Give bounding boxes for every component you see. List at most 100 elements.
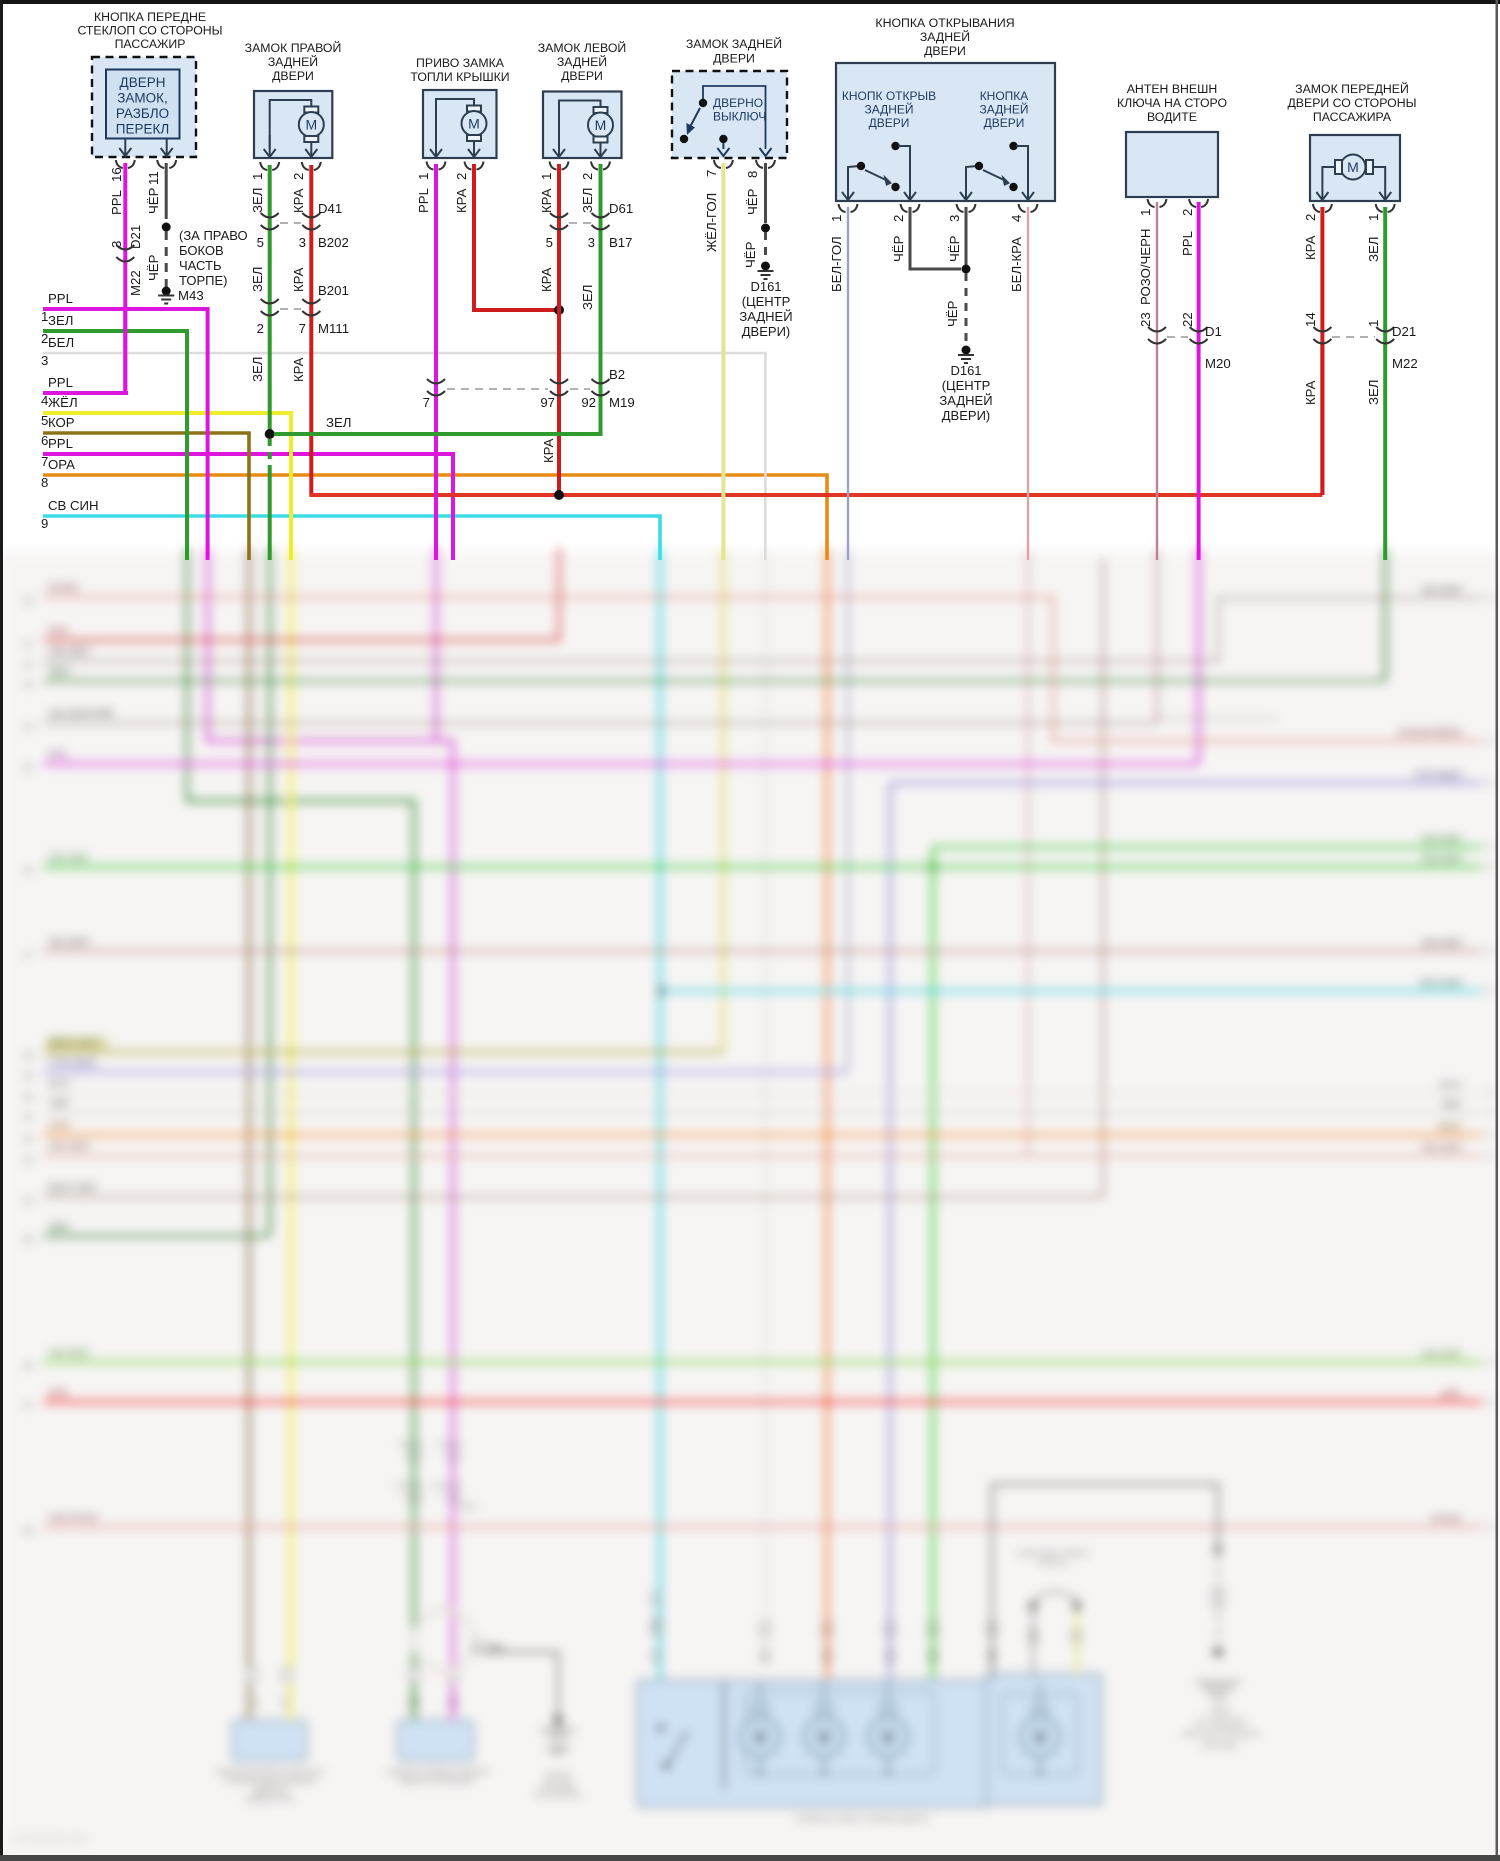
svg-text:3: 3 bbox=[109, 241, 124, 248]
svg-text:КОР: КОР bbox=[48, 415, 75, 430]
svg-text:СВ-ЗЕЛ: СВ-ЗЕЛ bbox=[1421, 853, 1463, 865]
svg-text:3: 3 bbox=[41, 353, 48, 368]
svg-text:5: 5 bbox=[438, 1439, 443, 1449]
svg-text:ЗАДНЕЙ: ЗАДНЕЙ bbox=[557, 54, 607, 69]
svg-text:D1: D1 bbox=[1205, 324, 1222, 339]
svg-text:7: 7 bbox=[704, 170, 719, 177]
svg-text:ЗАМОК ЗАДНЕЙ: ЗАМОК ЗАДНЕЙ bbox=[686, 36, 782, 51]
svg-text:2: 2 bbox=[41, 331, 48, 346]
svg-text:D21: D21 bbox=[1392, 324, 1416, 339]
svg-text:ДВЕРН: ДВЕРН bbox=[120, 75, 166, 90]
svg-text:ЗА ЗАДНЕЙ: ЗА ЗАДНЕЙ bbox=[1195, 1717, 1246, 1728]
svg-text:ТОРПЕ): ТОРПЕ) bbox=[179, 273, 227, 288]
svg-text:20: 20 bbox=[22, 1091, 34, 1103]
svg-text:27: 27 bbox=[22, 1400, 34, 1412]
svg-text:21: 21 bbox=[394, 1481, 404, 1491]
svg-text:СВ СИН: СВ СИН bbox=[48, 498, 99, 513]
svg-text:ЗЕЛ: ЗЕЛ bbox=[250, 357, 265, 382]
svg-text:17: 17 bbox=[22, 949, 34, 961]
svg-text:97: 97 bbox=[540, 395, 555, 410]
svg-text:ЧАСТЬЮ ПАНЕЛИ: ЧАСТЬЮ ПАНЕЛИ bbox=[1181, 1729, 1259, 1739]
svg-text:ЧАСТЬ: ЧАСТЬ bbox=[179, 258, 221, 273]
svg-text:ЗЕЛ: ЗЕЛ bbox=[48, 1221, 70, 1233]
svg-text:16: 16 bbox=[109, 167, 124, 182]
svg-text:БЕЛ: БЕЛ bbox=[1439, 1079, 1462, 1091]
svg-text:ДВЕРИ: ДВЕРИ bbox=[272, 69, 314, 83]
svg-text:СВ-ЗЕЛ: СВ-ЗЕЛ bbox=[48, 1141, 90, 1153]
svg-text:СВ-ЗЕЛ: СВ-ЗЕЛ bbox=[1421, 833, 1463, 845]
svg-text:КРА: КРА bbox=[539, 188, 554, 213]
svg-text:ПРИВО ЗАМКА: ПРИВО ЗАМКА bbox=[416, 56, 505, 70]
svg-text:ДВЕРЕЙ: ДВЕРЕЙ bbox=[254, 1786, 287, 1795]
svg-text:1: 1 bbox=[1366, 214, 1381, 221]
svg-text:11: 11 bbox=[22, 638, 33, 650]
svg-text:КРЫШКИ: КРЫШКИ bbox=[541, 1781, 576, 1790]
svg-text:5: 5 bbox=[546, 235, 553, 250]
svg-text:КЛЮЧА НА СТОРО: КЛЮЧА НА СТОРО bbox=[1117, 96, 1227, 110]
svg-text:M111: M111 bbox=[318, 321, 349, 336]
svg-text:M: M bbox=[468, 116, 480, 132]
svg-text:КНОПКА: КНОПКА bbox=[980, 89, 1029, 103]
svg-text:M19: M19 bbox=[609, 395, 635, 410]
svg-text:PPL: PPL bbox=[416, 188, 431, 213]
svg-text:1: 1 bbox=[41, 309, 48, 324]
svg-text:23: 23 bbox=[22, 1154, 34, 1166]
svg-text:БОКОВ: БОКОВ bbox=[179, 243, 224, 258]
svg-text:ЗАДНЕЙ: ЗАДНЕЙ bbox=[739, 309, 792, 324]
svg-text:2: 2 bbox=[454, 173, 469, 180]
svg-text:ТОПЛИ КРЫШКИ: ТОПЛИ КРЫШКИ bbox=[410, 70, 509, 84]
svg-text:M22: M22 bbox=[128, 270, 143, 296]
svg-text:4: 4 bbox=[41, 393, 48, 408]
svg-text:ГОЛ-БЕЛ: ГОЛ-БЕЛ bbox=[1413, 769, 1462, 781]
svg-text:ЗЕЛ: ЗЕЛ bbox=[48, 313, 73, 328]
svg-text:СВ-СИН: СВ-СИН bbox=[1419, 977, 1462, 989]
svg-text:СВ-ЗЕЛ: СВ-ЗЕЛ bbox=[48, 646, 90, 658]
svg-text:7: 7 bbox=[41, 454, 48, 469]
svg-text:ЧЁР: ЧЁР bbox=[745, 188, 760, 215]
svg-text:КНОПКА ОТКРЫВАНИЯ: КНОПКА ОТКРЫВАНИЯ bbox=[875, 16, 1014, 30]
svg-text:ДВЕРНО: ДВЕРНО bbox=[713, 96, 763, 110]
svg-text:КРА: КРА bbox=[454, 188, 469, 213]
svg-text:КРА: КРА bbox=[541, 438, 556, 463]
svg-text:СВ-ЗЕЛ: СВ-ЗЕЛ bbox=[1421, 584, 1463, 596]
svg-text:ЗАМОК: ЗАМОК bbox=[544, 1771, 572, 1780]
svg-text:РОЗО: РОЗО bbox=[1431, 1513, 1462, 1525]
svg-text:5: 5 bbox=[257, 235, 264, 250]
svg-text:ЗАДНЕЙ: ЗАДНЕЙ bbox=[268, 54, 318, 69]
svg-text:D161: D161 bbox=[950, 363, 981, 378]
svg-text:СВ-ЗЕЛ: СВ-ЗЕЛ bbox=[1421, 1348, 1463, 1360]
svg-text:ДВЕРИ: ДВЕРИ bbox=[869, 116, 910, 130]
svg-text:M14: M14 bbox=[460, 1502, 478, 1512]
svg-text:БЕЛ-ЧЁР: БЕЛ-ЧЁР bbox=[48, 1181, 97, 1194]
svg-text:4: 4 bbox=[1009, 215, 1024, 222]
svg-text:ЧЁР: ЧЁР bbox=[146, 187, 161, 214]
svg-text:7: 7 bbox=[423, 395, 430, 410]
svg-text:D21: D21 bbox=[128, 225, 143, 249]
svg-text:ЧЁР: ЧЁР bbox=[891, 235, 906, 262]
svg-text:22: 22 bbox=[433, 1481, 443, 1491]
svg-text:КРА: КРА bbox=[48, 1387, 69, 1399]
svg-text:D504: D504 bbox=[1209, 1706, 1231, 1716]
svg-text:ПРИВОД ЗАМКА ЗАДНЕЙ ДВЕРИ: ПРИВОД ЗАМКА ЗАДНЕЙ ДВЕРИ bbox=[795, 1813, 930, 1824]
svg-text:КРА: КРА bbox=[1441, 1388, 1462, 1400]
svg-text:ЗЕЛ: ЗЕЛ bbox=[250, 188, 265, 213]
svg-text:ЧЁР: ЧЁР bbox=[146, 254, 161, 281]
svg-text:8: 8 bbox=[41, 475, 48, 490]
svg-text:ПАССАЖИРА: ПАССАЖИРА bbox=[1313, 110, 1392, 124]
svg-text:18: 18 bbox=[22, 1050, 34, 1062]
svg-text:(ВОДИТЕЛЯ): (ВОДИТЕЛЯ) bbox=[246, 1795, 295, 1804]
svg-text:7: 7 bbox=[299, 321, 306, 336]
svg-text:1: 1 bbox=[1138, 209, 1153, 216]
svg-text:D41: D41 bbox=[318, 201, 342, 216]
svg-text:1: 1 bbox=[1366, 320, 1381, 327]
svg-text:3: 3 bbox=[947, 215, 962, 222]
svg-text:8: 8 bbox=[745, 171, 760, 178]
svg-text:21: 21 bbox=[22, 1111, 34, 1123]
svg-text:6: 6 bbox=[41, 433, 48, 448]
svg-text:(ЦЕНТР: (ЦЕНТР bbox=[942, 378, 991, 393]
svg-text:2: 2 bbox=[580, 173, 595, 180]
svg-text:ЖЁЛ: ЖЁЛ bbox=[1436, 1120, 1462, 1133]
svg-text:2: 2 bbox=[257, 321, 264, 336]
svg-text:ЧЁР: ЧЁР bbox=[1440, 1098, 1462, 1111]
svg-text:КРА: КРА bbox=[1303, 235, 1318, 260]
